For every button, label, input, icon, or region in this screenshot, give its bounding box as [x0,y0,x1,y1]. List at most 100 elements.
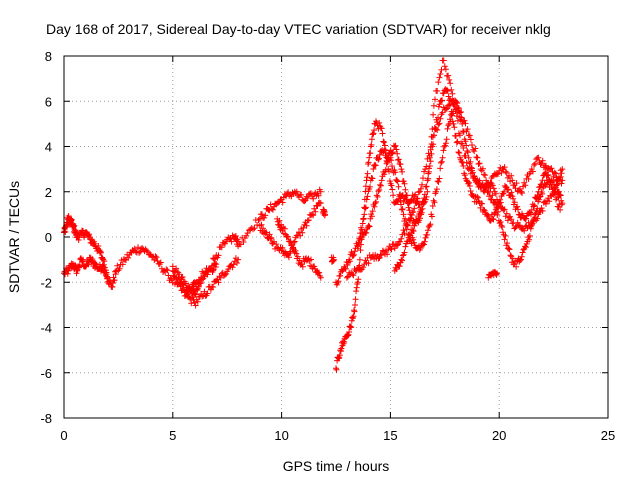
data-point [281,225,288,232]
data-point [211,256,218,263]
series-track-l [354,97,564,270]
data-point [548,165,555,172]
data-point [330,256,337,263]
data-point [414,195,421,202]
data-point [394,178,401,185]
data-point [554,181,561,188]
data-point [213,261,220,268]
data-point [376,155,382,162]
data-point [433,186,440,193]
data-point [376,119,383,126]
data-point [382,166,389,173]
data-point [415,189,422,196]
data-point [402,186,409,193]
data-point [518,188,524,195]
data-point [444,105,450,112]
data-point [291,238,298,245]
data-point [511,199,518,206]
data-point [135,244,141,251]
data-point [315,192,322,199]
data-point [172,268,179,275]
data-point [559,166,566,173]
data-point [424,231,431,238]
data-point [456,150,463,156]
data-point [492,199,499,206]
data-point [483,183,490,190]
data-point [558,170,565,177]
data-point [492,270,499,277]
data-point [137,248,144,255]
data-point [125,254,132,261]
data-point [551,189,558,196]
x-tick-label: 25 [601,428,615,443]
data-point [163,266,170,273]
data-point [427,144,434,151]
data-point [557,206,564,213]
data-point [502,232,509,239]
data-point [317,200,324,207]
data-point [259,211,265,218]
data-point [210,284,217,290]
y-tick-label: -8 [40,411,52,426]
data-point [522,182,529,189]
data-point [362,183,369,190]
data-point [343,274,350,281]
data-point [420,175,426,182]
data-point [536,209,543,216]
data-point [360,215,367,222]
data-point [517,257,524,264]
data-point [347,323,354,330]
data-point [398,206,405,213]
data-point [201,272,208,279]
data-point [441,143,448,150]
data-point [421,195,428,202]
data-point [175,274,182,281]
data-point [310,212,317,219]
data-point [423,183,430,190]
data-point [392,169,399,176]
data-point [284,233,291,240]
data-point [479,165,486,172]
data-point [363,229,370,236]
data-point [372,162,379,169]
x-tick-label: 5 [169,428,176,443]
data-point [494,270,500,277]
data-point [370,130,377,137]
data-point [422,166,429,173]
data-point [396,263,403,270]
data-point [549,184,555,190]
data-point [445,102,452,109]
data-point [483,177,490,184]
data-point [441,63,448,70]
data-point [263,229,270,236]
data-point [283,193,289,200]
data-point [476,160,483,167]
data-point [184,291,191,298]
data-point [507,252,514,259]
data-point [404,192,410,199]
data-point [458,158,465,165]
data-point [176,271,183,278]
data-point [357,230,364,237]
data-point [109,284,116,290]
data-point [404,222,411,228]
data-point [515,206,521,213]
data-point [393,177,400,184]
data-point [402,243,409,250]
data-point [368,141,375,148]
data-point [371,203,378,210]
data-point [506,246,513,253]
data-point [556,188,562,195]
data-point [290,239,297,246]
series-track-f [235,186,324,250]
data-point [378,125,385,132]
data-point [349,271,356,278]
data-point [442,106,449,113]
data-point [400,227,407,234]
y-tick-labels: -8 -6 -4 -2 0 2 4 6 8 [40,49,52,426]
data-point [439,109,446,116]
data-point [466,132,473,139]
data-point [543,200,549,207]
data-point [437,165,444,172]
data-point [276,217,283,224]
